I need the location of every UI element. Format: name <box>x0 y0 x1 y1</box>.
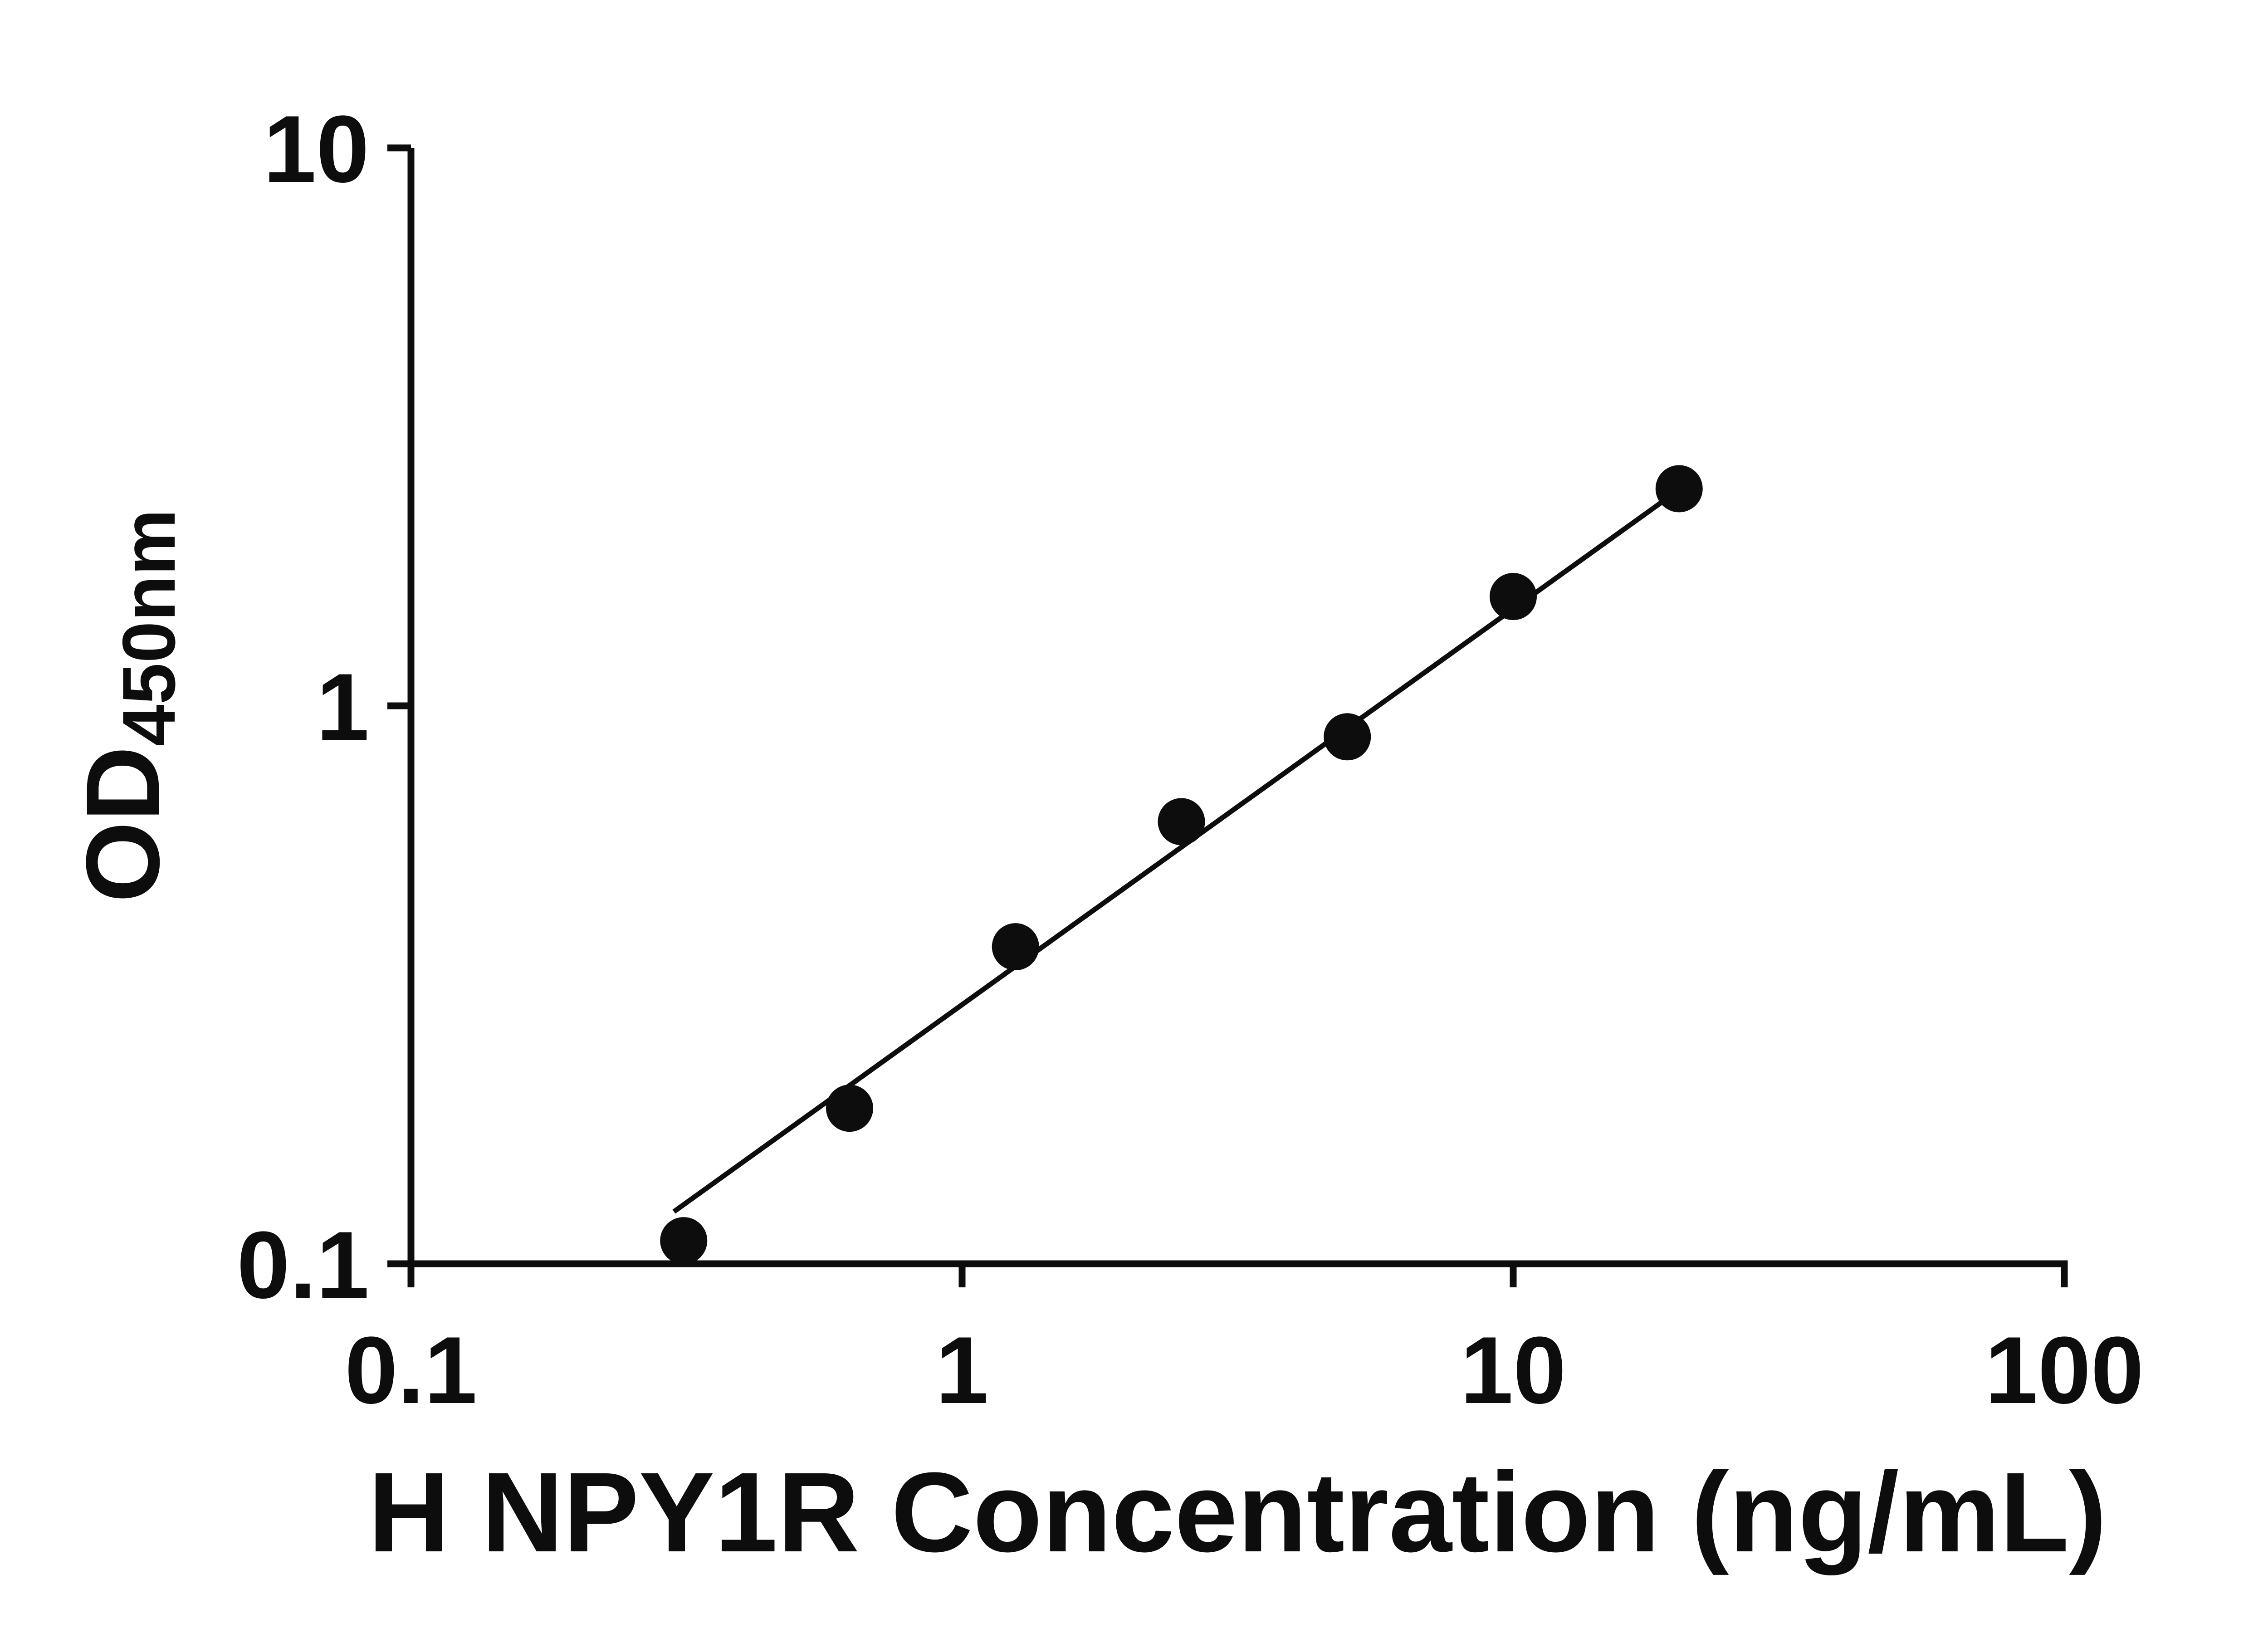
y-axis-title-main: OD <box>64 746 181 903</box>
y-axis-title-sub: 450nm <box>107 509 191 746</box>
plot-area: 0.1 1 10 100 0.1 1 10 <box>237 96 2144 1423</box>
data-point <box>1324 713 1371 761</box>
x-tick-label: 0.1 <box>345 1317 477 1423</box>
y-tick-label: 0.1 <box>237 1212 369 1318</box>
data-point <box>1655 465 1703 513</box>
x-tick-label: 100 <box>1985 1317 2144 1423</box>
x-axis-title: H NPY1R Concentration (ng/mL) <box>368 1449 2107 1575</box>
y-tick-label: 10 <box>263 96 369 202</box>
data-point <box>660 1217 708 1265</box>
y-axis-title: OD450nm <box>64 509 191 903</box>
data-point <box>826 1085 873 1132</box>
x-tick-label: 1 <box>936 1317 989 1423</box>
y-axis-title-text: OD450nm <box>64 509 191 903</box>
data-point <box>1490 573 1537 621</box>
y-tick-label: 1 <box>316 654 369 760</box>
x-tick-label: 10 <box>1460 1317 1566 1423</box>
data-point <box>992 923 1039 971</box>
data-point <box>1158 798 1205 846</box>
